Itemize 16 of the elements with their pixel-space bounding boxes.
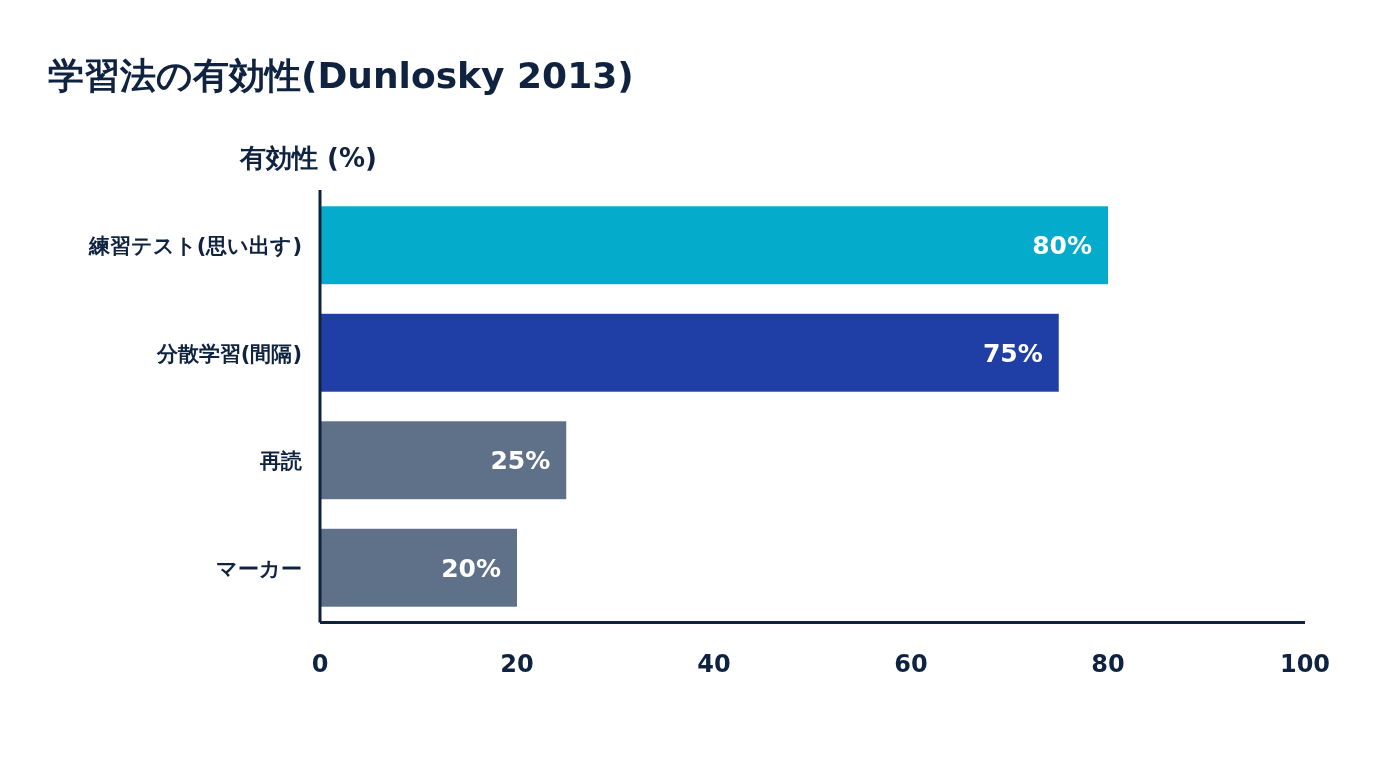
x-tick-label: 80 — [1091, 650, 1125, 678]
x-tick-label: 40 — [697, 650, 731, 678]
data-label: 25% — [490, 446, 551, 476]
y-tick-label: 再読 — [259, 449, 302, 474]
data-label: 20% — [441, 553, 501, 583]
y-tick-label: 練習テスト(思い出す) — [87, 234, 302, 259]
x-tick-label: 20 — [500, 650, 534, 678]
y-tick-label: マーカー — [216, 556, 302, 581]
xlabel: 有効性 (%) — [240, 143, 377, 173]
x-tick-label: 100 — [1279, 650, 1331, 678]
title: 学習法の有効性(Dunlosky 2013) — [48, 55, 634, 96]
y-tick-label: 分散学習(間隔) — [155, 341, 302, 366]
x-tick-label: 60 — [894, 650, 928, 678]
x-tick-label: 0 — [311, 650, 329, 678]
data-label: 75% — [982, 338, 1043, 368]
data-label: 80% — [1032, 231, 1092, 261]
